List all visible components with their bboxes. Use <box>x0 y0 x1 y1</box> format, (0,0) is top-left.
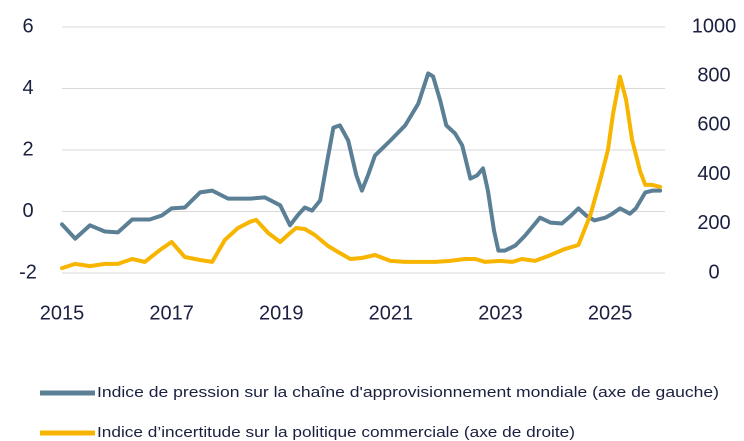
x-tick-label: 2021 <box>369 302 414 324</box>
legend-label: Indice d’incertitude sur la politique co… <box>97 424 575 441</box>
y2-tick-label: 1000 <box>692 15 737 37</box>
x-tick-label: 2015 <box>40 302 85 324</box>
y2-tick-label: 200 <box>697 212 730 234</box>
y-tick-label: 4 <box>22 77 33 99</box>
y-tick-label: 2 <box>22 138 33 160</box>
y-tick-label: -2 <box>19 261 37 283</box>
y2-tick-label: 400 <box>697 163 730 185</box>
series-line <box>60 71 663 253</box>
y2-tick-label: 800 <box>697 64 730 86</box>
y-tick-label: 0 <box>22 200 33 222</box>
y-tick-label: 6 <box>22 15 33 37</box>
x-tick-label: 2017 <box>149 302 194 324</box>
series-line <box>60 74 663 271</box>
legend-label: Indice de pression sur la chaîne d'appro… <box>97 384 719 401</box>
x-tick-label: 2023 <box>478 302 523 324</box>
x-tick-label: 2025 <box>588 302 633 324</box>
y2-tick-label: 600 <box>697 114 730 136</box>
x-tick-label: 2019 <box>259 302 304 324</box>
y2-tick-label: 0 <box>708 261 719 283</box>
